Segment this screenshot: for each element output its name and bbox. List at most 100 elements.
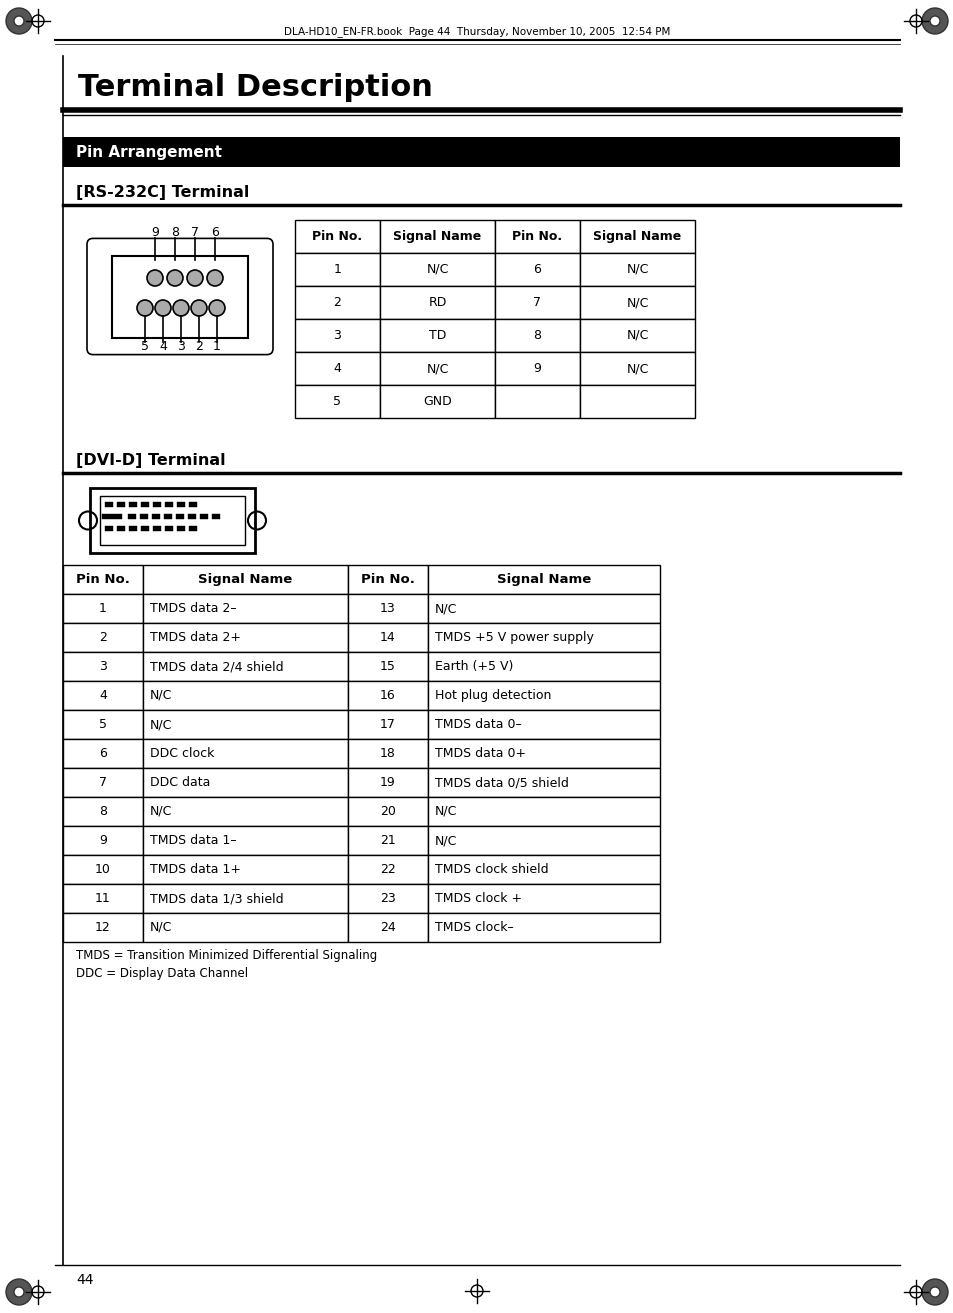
Text: TMDS data 2+: TMDS data 2+ — [150, 632, 241, 643]
Bar — [152, 513, 160, 519]
Text: TMDS data 0+: TMDS data 0+ — [435, 747, 525, 760]
Bar — [63, 884, 143, 913]
FancyBboxPatch shape — [99, 242, 261, 351]
FancyBboxPatch shape — [95, 240, 265, 352]
Bar — [579, 286, 695, 319]
Text: TMDS clock shield: TMDS clock shield — [435, 863, 548, 876]
Text: N/C: N/C — [626, 263, 648, 276]
Bar — [63, 826, 143, 855]
Text: Signal Name: Signal Name — [198, 572, 293, 586]
Text: N/C: N/C — [150, 920, 172, 934]
Text: 5: 5 — [141, 340, 149, 352]
Circle shape — [167, 270, 183, 286]
Text: DDC clock: DDC clock — [150, 747, 214, 760]
Text: 13: 13 — [379, 601, 395, 614]
Text: N/C: N/C — [435, 601, 456, 614]
Text: 1: 1 — [99, 601, 107, 614]
Bar — [63, 913, 143, 941]
Circle shape — [187, 270, 203, 286]
Circle shape — [154, 299, 171, 316]
Bar — [428, 710, 659, 739]
Text: TMDS data 0–: TMDS data 0– — [435, 718, 521, 731]
Bar — [141, 527, 149, 530]
Text: 4: 4 — [334, 362, 341, 376]
Bar — [143, 681, 348, 710]
Bar — [348, 855, 428, 884]
Bar — [63, 710, 143, 739]
Bar — [200, 513, 208, 519]
Bar — [143, 710, 348, 739]
Text: N/C: N/C — [150, 805, 172, 818]
Bar — [294, 385, 379, 418]
Text: 3: 3 — [177, 340, 185, 352]
Bar — [164, 513, 172, 519]
Bar — [579, 319, 695, 352]
Bar — [63, 797, 143, 826]
Text: 2: 2 — [99, 632, 107, 643]
Bar — [428, 593, 659, 622]
Text: 21: 21 — [379, 834, 395, 847]
Text: 6: 6 — [211, 227, 218, 239]
Text: 2: 2 — [334, 295, 341, 309]
Bar — [105, 527, 112, 530]
Bar — [63, 681, 143, 710]
Bar — [143, 913, 348, 941]
Circle shape — [172, 299, 189, 316]
Circle shape — [921, 8, 947, 34]
Bar — [495, 253, 579, 286]
FancyBboxPatch shape — [87, 239, 273, 355]
Bar — [129, 502, 137, 507]
Bar — [143, 826, 348, 855]
Bar — [348, 622, 428, 653]
Bar — [428, 913, 659, 941]
Circle shape — [191, 299, 207, 316]
Text: TMDS +5 V power supply: TMDS +5 V power supply — [435, 632, 594, 643]
Text: TMDS data 0/5 shield: TMDS data 0/5 shield — [435, 776, 568, 789]
Bar — [379, 253, 495, 286]
Bar — [143, 653, 348, 681]
Bar — [348, 710, 428, 739]
Bar — [117, 527, 125, 530]
Bar — [143, 565, 348, 593]
Circle shape — [6, 8, 32, 34]
Bar — [428, 826, 659, 855]
Circle shape — [929, 16, 939, 26]
Bar — [188, 513, 195, 519]
Bar — [379, 385, 495, 418]
Bar — [495, 286, 579, 319]
Bar — [348, 768, 428, 797]
Bar — [428, 855, 659, 884]
Bar — [143, 622, 348, 653]
Text: TMDS = Transition Minimized Differential Signaling: TMDS = Transition Minimized Differential… — [76, 949, 376, 962]
Bar — [294, 286, 379, 319]
Bar — [348, 653, 428, 681]
Text: Signal Name: Signal Name — [393, 230, 481, 243]
Bar — [294, 319, 379, 352]
Bar — [348, 681, 428, 710]
Text: N/C: N/C — [426, 263, 448, 276]
Bar — [175, 513, 184, 519]
Text: DDC data: DDC data — [150, 776, 211, 789]
Bar — [379, 221, 495, 253]
Bar — [379, 319, 495, 352]
Text: 10: 10 — [95, 863, 111, 876]
Bar — [348, 593, 428, 622]
Text: 9: 9 — [533, 362, 541, 376]
Bar — [495, 319, 579, 352]
Text: 5: 5 — [99, 718, 107, 731]
Text: Pin No.: Pin No. — [313, 230, 362, 243]
Text: Terminal Description: Terminal Description — [78, 74, 433, 102]
Text: TMDS data 1+: TMDS data 1+ — [150, 863, 241, 876]
Bar — [348, 913, 428, 941]
Text: 22: 22 — [379, 863, 395, 876]
Text: TMDS data 1/3 shield: TMDS data 1/3 shield — [150, 892, 283, 905]
Circle shape — [14, 16, 24, 26]
Text: 9: 9 — [151, 227, 159, 239]
Circle shape — [209, 299, 225, 316]
Text: 3: 3 — [99, 660, 107, 674]
Text: 4: 4 — [99, 689, 107, 702]
Circle shape — [929, 1287, 939, 1297]
Text: Earth (+5 V): Earth (+5 V) — [435, 660, 513, 674]
Bar — [102, 513, 122, 519]
Bar — [165, 527, 172, 530]
